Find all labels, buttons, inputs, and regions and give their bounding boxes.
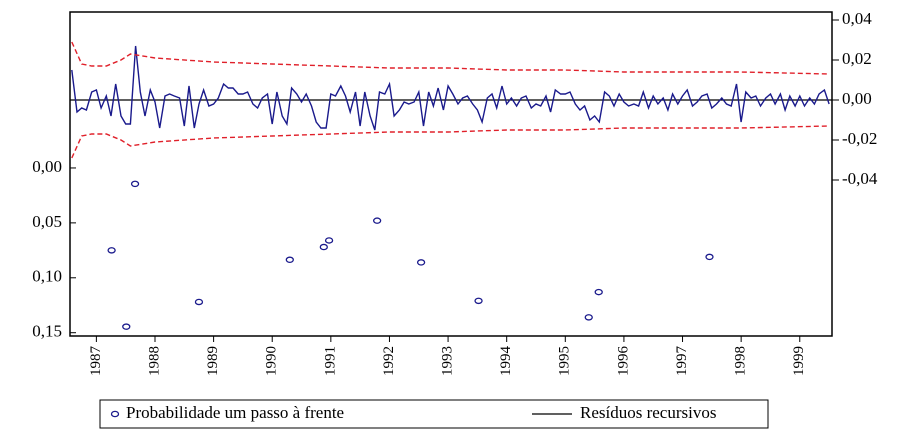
confidence-band: [71, 41, 830, 75]
x-tick-label: 1988: [146, 346, 162, 376]
x-tick-label: 1990: [264, 346, 280, 376]
residual-line: [71, 45, 830, 131]
legend-marker: [110, 410, 120, 418]
y-tick-label: 0,15: [32, 322, 62, 341]
legend-label: Probabilidade um passo à frente: [126, 403, 344, 422]
probability-point: [319, 243, 328, 251]
legend-label: Resíduos recursivos: [580, 403, 716, 422]
x-tick-label: 1992: [381, 346, 397, 376]
x-tick-label: 1989: [205, 346, 221, 376]
legend: [99, 399, 769, 429]
x-tick-label: 1998: [733, 346, 749, 376]
y-tick-label: 0,10: [32, 267, 62, 286]
probability-point: [372, 217, 382, 224]
probability-point: [416, 259, 426, 266]
x-tick-label: 1993: [440, 346, 456, 376]
probability-point: [594, 288, 603, 296]
legend-box: [99, 399, 769, 429]
y-tick-label: 0,05: [32, 212, 62, 231]
probability-point: [130, 180, 140, 188]
x-tick-label: 1987: [88, 346, 104, 377]
probability-point: [122, 323, 131, 330]
probability-point: [584, 314, 593, 321]
y2-tick-label: -0,02: [842, 129, 877, 148]
plot-frame: [69, 11, 833, 337]
probability-point: [705, 253, 714, 261]
probability-point: [107, 247, 116, 254]
probability-point: [474, 297, 483, 305]
y2-tick-label: 0,00: [842, 89, 872, 108]
x-tick-label: 1997: [674, 346, 690, 377]
x-tick-label: 1991: [322, 346, 338, 376]
y2-tick-label: 0,04: [842, 9, 872, 28]
y2-tick-label: 0,02: [842, 49, 872, 68]
x-tick-label: 1995: [557, 346, 573, 376]
y-tick-label: 0,00: [32, 157, 62, 176]
x-tick-label: 1996: [615, 346, 631, 377]
x-tick-label: 1994: [498, 346, 514, 377]
x-tick-label: 1999: [791, 346, 807, 376]
y2-tick-label: -0,04: [842, 169, 878, 188]
probability-point: [285, 256, 294, 264]
confidence-band: [71, 125, 830, 159]
probability-point: [194, 298, 204, 306]
probability-point: [324, 237, 334, 244]
